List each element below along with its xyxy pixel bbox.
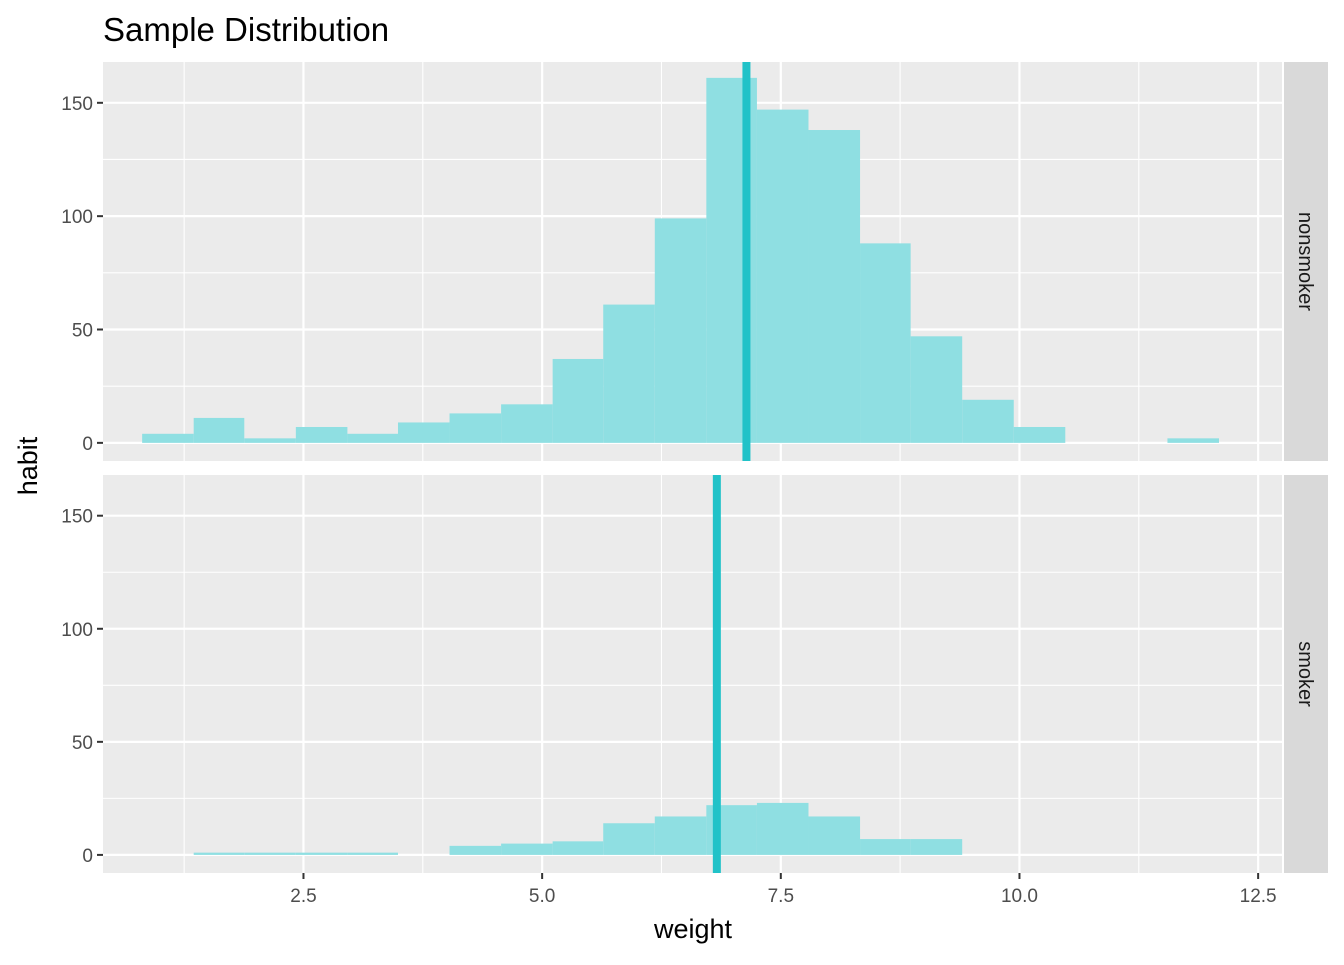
histogram-bar bbox=[654, 218, 707, 443]
x-axis-label: weight bbox=[653, 914, 733, 944]
facet-panel-nonsmoker: 0 50 100 150 nonsmoker bbox=[61, 62, 1328, 461]
x-axis: 2.5 5.0 7.5 10.0 12.5 bbox=[290, 873, 1277, 907]
facet-strip bbox=[1284, 62, 1328, 461]
histogram-bar bbox=[1013, 426, 1066, 443]
histogram-bar bbox=[501, 404, 553, 443]
y-tick-label: 100 bbox=[61, 620, 93, 641]
histogram-bar bbox=[808, 130, 861, 443]
y-tick-label: 0 bbox=[82, 434, 93, 455]
histogram-bar bbox=[347, 433, 398, 443]
histogram-bar bbox=[756, 109, 809, 443]
y-tick-label: 0 bbox=[82, 846, 93, 867]
histogram-bar bbox=[962, 399, 1014, 443]
histogram-bar bbox=[193, 417, 245, 443]
x-tick-label: 5.0 bbox=[529, 886, 555, 907]
histogram-bar bbox=[244, 438, 296, 443]
histogram-bar bbox=[501, 843, 553, 855]
histogram-bar bbox=[654, 816, 707, 855]
panel-background bbox=[103, 475, 1282, 873]
facet-strip bbox=[1284, 475, 1328, 873]
histogram-bar bbox=[1167, 438, 1219, 443]
y-axis-label: habit bbox=[13, 436, 43, 495]
facet-strip-label: smoker bbox=[1294, 641, 1316, 707]
panels-layer: 0 50 100 150 nonsmoker 0 50 100 150 smoker bbox=[61, 62, 1328, 873]
histogram-bar bbox=[808, 816, 861, 855]
histogram-bar bbox=[860, 243, 911, 443]
histogram-bar bbox=[244, 852, 296, 855]
y-tick-label: 100 bbox=[61, 207, 93, 228]
y-tick-label: 50 bbox=[72, 321, 93, 342]
histogram-bar bbox=[193, 852, 245, 855]
histogram-bar bbox=[449, 845, 502, 855]
x-tick-label: 7.5 bbox=[768, 886, 794, 907]
histogram-bar bbox=[552, 358, 604, 443]
histogram-bar bbox=[603, 823, 655, 855]
histogram-bar bbox=[910, 839, 963, 855]
histogram-bar bbox=[552, 841, 604, 855]
histogram-bar bbox=[142, 433, 194, 443]
histogram-bar bbox=[295, 852, 348, 855]
chart-title: Sample Distribution bbox=[103, 11, 389, 48]
histogram-bar bbox=[910, 336, 963, 443]
histogram-bar bbox=[756, 802, 809, 855]
histogram-bar bbox=[397, 422, 450, 443]
y-tick-label: 150 bbox=[61, 507, 93, 528]
x-tick-label: 10.0 bbox=[1001, 886, 1038, 907]
x-tick-label: 12.5 bbox=[1240, 886, 1277, 907]
histogram-bar bbox=[449, 413, 502, 443]
y-tick-label: 150 bbox=[61, 94, 93, 115]
histogram-bar bbox=[347, 852, 398, 855]
histogram-bar bbox=[860, 839, 911, 855]
facet-strip-label: nonsmoker bbox=[1294, 212, 1316, 311]
histogram-bar bbox=[603, 304, 655, 443]
facet-panel-smoker: 0 50 100 150 smoker bbox=[61, 475, 1328, 873]
y-tick-label: 50 bbox=[72, 733, 93, 754]
histogram-bar bbox=[295, 426, 348, 443]
x-tick-label: 2.5 bbox=[290, 886, 316, 907]
